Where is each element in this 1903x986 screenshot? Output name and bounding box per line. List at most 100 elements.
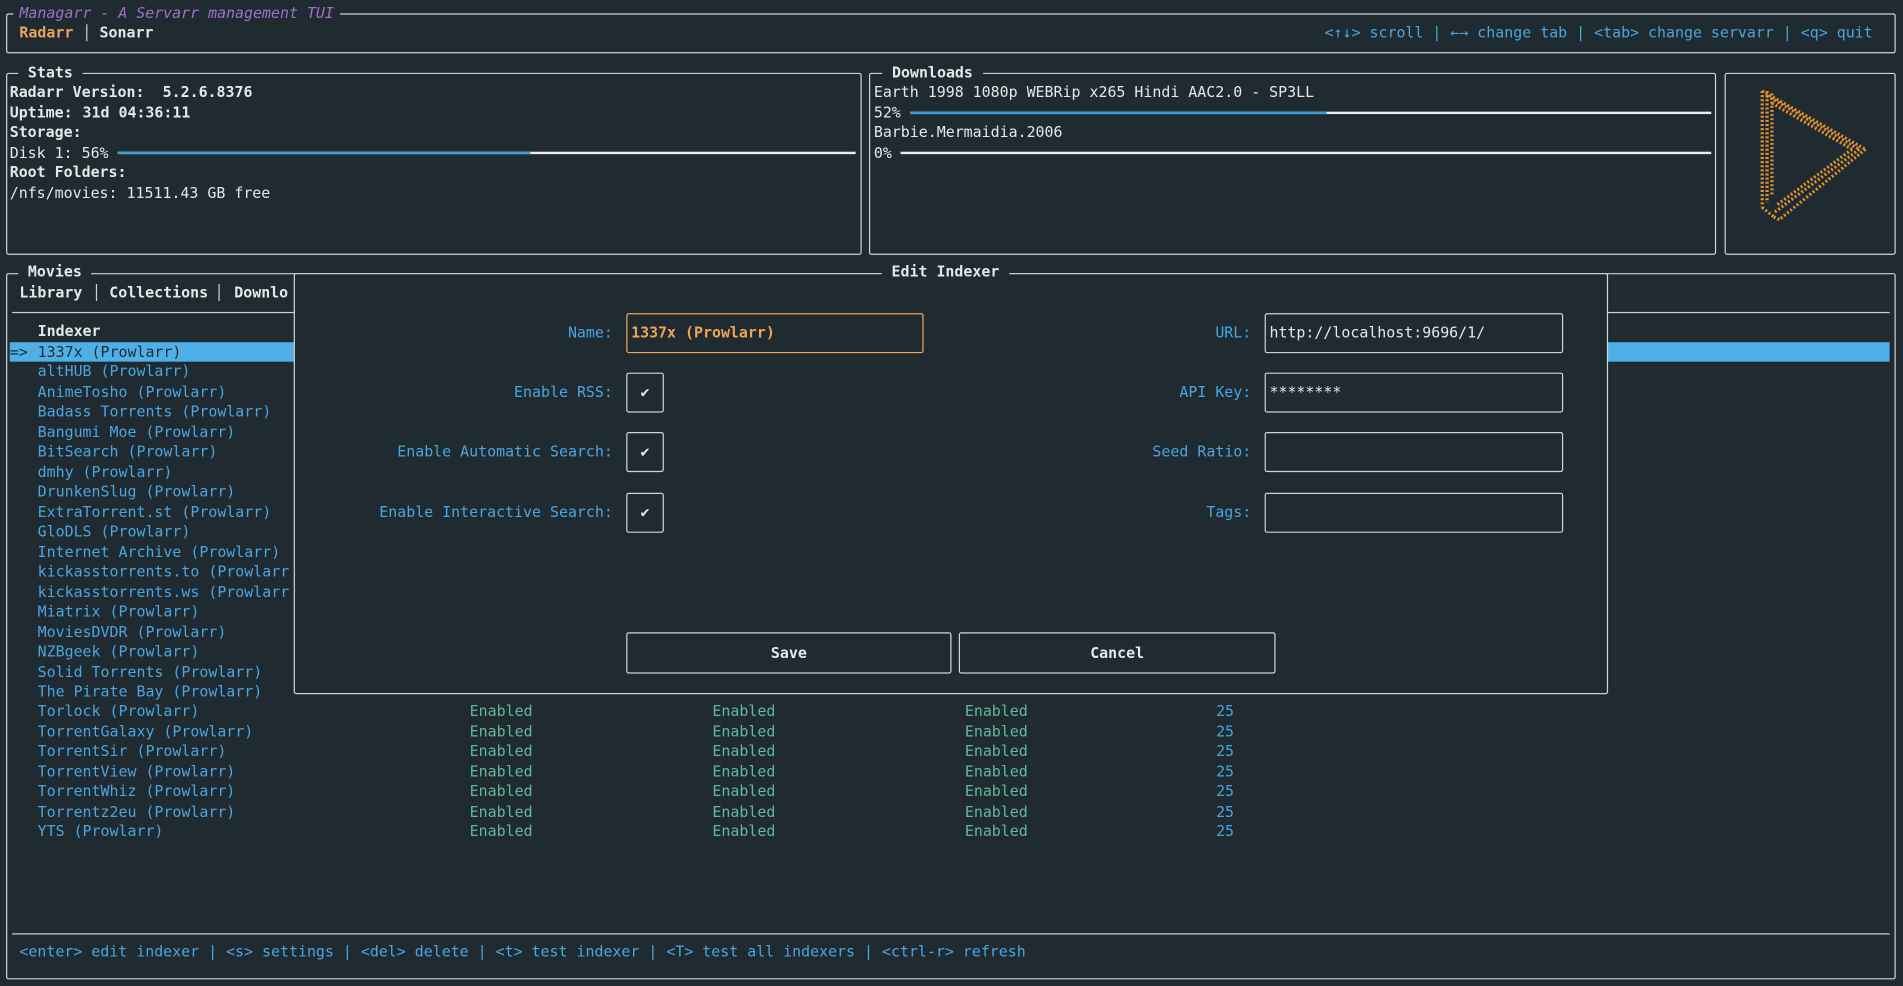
indexer-name[interactable]: Miatrix (Prowlarr) [37,603,200,621]
save-button[interactable]: Save [626,632,952,674]
progress-fill [117,151,531,155]
cancel-button[interactable]: Cancel [958,632,1276,674]
disk-label: Disk 1: 56% [9,144,109,162]
value: 5.2.6.8376 [162,83,253,101]
cell: Enabled [712,803,776,821]
cell: Enabled [964,743,1028,761]
indexer-name[interactable]: Internet Archive (Prowlarr) [37,543,281,561]
cell: 25 [1216,743,1235,761]
indexer-name[interactable]: kickasstorrents.ws (Prowlarr [37,583,290,601]
indexer-name[interactable]: AnimeTosho (Prowlarr) [37,383,227,401]
cell: 25 [1216,823,1235,841]
cell: Enabled [712,703,776,721]
stats-box [6,72,862,255]
indexer-name[interactable]: Badass Torrents (Prowlarr) [37,403,272,421]
download-percent: 0% [873,143,892,161]
indexer-name[interactable]: Bangumi Moe (Prowlarr) [37,423,236,441]
cell: Enabled [964,803,1028,821]
indexer-name[interactable]: Solid Torrents (Prowlarr) [37,663,263,681]
label: Storage: [9,123,82,141]
cell: Enabled [469,703,533,721]
cell: Enabled [964,783,1028,801]
download-name: Barbie.Mermaidia.2006 [873,123,1063,141]
field-label: API Key: [1179,383,1252,401]
cell: Enabled [712,783,776,801]
indexer-name[interactable]: The Pirate Bay (Prowlarr) [37,683,263,701]
cell: 25 [1216,803,1235,821]
field-label: Name: [567,324,613,342]
tab-separator [218,283,220,301]
checkmark: ✔ [640,383,650,401]
tab[interactable]: Downlo [234,283,289,301]
indexer-name[interactable]: 1337x (Prowlarr) [37,343,182,361]
cell: Enabled [469,763,533,781]
tab[interactable]: Sonarr [99,24,154,42]
cell: Enabled [469,743,533,761]
indexer-name[interactable]: YTS (Prowlarr) [37,823,164,841]
value: 31d 04:36:11 [82,104,191,122]
text-input[interactable]: ******** [1264,372,1564,413]
indexer-name[interactable]: MoviesDVDR (Prowlarr) [37,623,227,641]
field-label: Enable Interactive Search: [379,503,613,521]
modal [293,273,1609,695]
logo-box [1724,72,1896,255]
cell: Enabled [469,823,533,841]
cell: Enabled [964,823,1028,841]
tab-separator [86,24,88,42]
cell: Enabled [469,723,533,741]
checkbox[interactable]: ✔ [626,432,664,473]
indexer-name[interactable]: kickasstorrents.to (Prowlarr [37,563,290,581]
help-text: <enter> edit indexer | <s> settings | <d… [19,943,1026,960]
input-value: 1337x (Prowlarr) [631,324,775,342]
indexer-name[interactable]: TorrentGalaxy (Prowlarr) [37,723,254,741]
download-name: Earth 1998 1080p WEBRip x265 Hindi AAC2.… [873,83,1315,101]
indexer-name[interactable]: altHUB (Prowlarr) [37,363,191,381]
progress-track [900,151,1712,155]
field-label: URL: [1215,324,1252,342]
indexer-name[interactable]: DrunkenSlug (Prowlarr) [37,483,236,501]
column-header: Indexer [37,322,101,340]
field-label: Tags: [1206,503,1252,521]
indexer-name[interactable]: GloDLS (Prowlarr) [37,523,191,541]
indexer-name[interactable]: Torrentz2eu (Prowlarr) [37,803,236,821]
cell: Enabled [712,763,776,781]
cell: Enabled [712,743,776,761]
progress-track [117,151,856,155]
indexer-name[interactable]: dmhy (Prowlarr) [37,463,173,481]
indexer-name[interactable]: NZBgeek (Prowlarr) [37,643,200,661]
text-input[interactable] [1264,492,1564,533]
label: Root Folders: [9,163,127,181]
button-label: Save [770,644,807,662]
indexer-name[interactable]: TorrentWhiz (Prowlarr) [37,783,236,801]
indexer-name[interactable]: BitSearch (Prowlarr) [37,443,218,461]
progress-fill [909,111,1327,115]
indexer-name[interactable]: ExtraTorrent.st (Prowlarr) [37,503,272,521]
logo [1760,89,1867,222]
cell: 25 [1216,763,1235,781]
indexer-name[interactable]: TorrentSir (Prowlarr) [37,743,227,761]
modal-title: Edit Indexer [881,262,1010,282]
tab-active[interactable]: Library [19,283,83,301]
cell: Enabled [469,803,533,821]
text-input[interactable]: http://localhost:9696/1/ [1264,313,1564,354]
field-label: Enable RSS: [514,383,613,401]
name-input[interactable]: 1337x (Prowlarr) [626,313,924,354]
download-percent: 52% [873,103,901,121]
box-title: Movies [18,262,92,282]
input-value: http://localhost:9696/1/ [1269,324,1486,342]
tab[interactable]: Collections [109,283,209,301]
box-title: Stats [18,63,83,83]
checkbox[interactable]: ✔ [626,372,664,413]
tab-separator [95,283,98,301]
checkmark: ✔ [640,442,650,460]
checkbox[interactable]: ✔ [626,492,664,533]
downloads-box [868,72,1717,255]
cell: Enabled [712,723,776,741]
indexer-name[interactable]: Torlock (Prowlarr) [37,703,200,721]
tab-active[interactable]: Radarr [19,24,74,42]
text-input[interactable] [1264,432,1564,473]
indexer-name[interactable]: TorrentView (Prowlarr) [37,763,236,781]
cell: Enabled [964,703,1028,721]
